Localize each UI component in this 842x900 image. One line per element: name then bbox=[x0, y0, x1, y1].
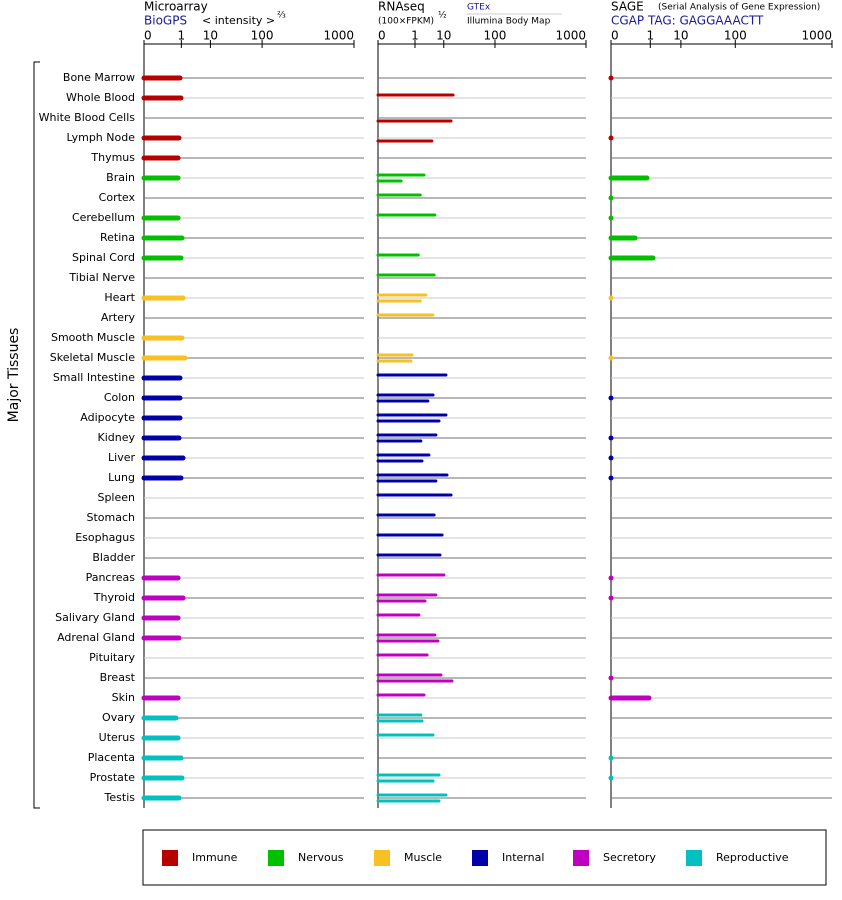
category-label: Tibial Nerve bbox=[68, 271, 135, 284]
category-label: Whole Blood bbox=[66, 91, 135, 104]
x-label-power: ½ bbox=[438, 11, 447, 21]
x-tick-label: 100 bbox=[724, 29, 747, 43]
title-note: (Serial Analysis of Gene Expression) bbox=[658, 3, 820, 13]
legend-swatch bbox=[268, 850, 284, 866]
x-tick-label: 1000 bbox=[801, 29, 832, 43]
x-tick-label: 1000 bbox=[555, 29, 586, 43]
x-tick-label: 0 bbox=[144, 29, 152, 43]
category-label: Uterus bbox=[99, 731, 136, 744]
x-label: (100×FPKM) bbox=[378, 17, 434, 27]
category-label: Thyroid bbox=[93, 591, 135, 604]
category-label: Testis bbox=[104, 791, 136, 804]
panel-title: RNAseq bbox=[378, 0, 425, 14]
category-label: Thymus bbox=[90, 151, 135, 164]
category-label: Salivary Gland bbox=[55, 611, 135, 624]
x-tick-label: 0 bbox=[378, 29, 386, 43]
x-tick-label: 1 bbox=[178, 29, 186, 43]
panel-title: SAGE bbox=[611, 0, 644, 14]
category-label: Retina bbox=[100, 231, 135, 244]
category-label: Prostate bbox=[90, 771, 136, 784]
category-label: Ovary bbox=[102, 711, 135, 724]
panel-subtitle: BioGPS bbox=[144, 14, 187, 28]
bracket bbox=[33, 61, 40, 809]
category-label: Heart bbox=[104, 291, 135, 304]
category-label: Pituitary bbox=[89, 651, 135, 664]
category-label: Artery bbox=[101, 311, 136, 324]
category-label: Stomach bbox=[86, 511, 135, 524]
category-label: Esophagus bbox=[75, 531, 135, 544]
category-label: Small Intestine bbox=[53, 371, 135, 384]
category-label: Colon bbox=[104, 391, 135, 404]
x-label: < intensity > bbox=[202, 14, 275, 27]
x-tick-label: 1000 bbox=[323, 29, 354, 43]
category-label: Cerebellum bbox=[72, 211, 135, 224]
x-label-power: ⅔ bbox=[277, 11, 286, 21]
legend-label: Internal bbox=[502, 851, 544, 864]
x-tick-label: 1 bbox=[646, 29, 654, 43]
category-label: Skin bbox=[112, 691, 135, 704]
legend-box bbox=[142, 829, 827, 886]
legend-label: Nervous bbox=[298, 851, 344, 864]
legend-swatch bbox=[472, 850, 488, 866]
category-label: Bladder bbox=[92, 551, 135, 564]
category-label: Placenta bbox=[88, 751, 135, 764]
legend-label: Immune bbox=[192, 851, 238, 864]
category-label: Breast bbox=[100, 671, 136, 684]
legend-swatch bbox=[374, 850, 390, 866]
category-label: Smooth Muscle bbox=[51, 331, 135, 344]
legend-label: Muscle bbox=[404, 851, 442, 864]
panel-title: Microarray bbox=[144, 0, 208, 14]
x-tick-label: 100 bbox=[251, 29, 274, 43]
category-label: Adipocyte bbox=[80, 411, 135, 424]
series-name: GTEx bbox=[467, 3, 491, 13]
legend-label: Reproductive bbox=[716, 851, 789, 864]
panel-subtitle: CGAP TAG: GAGGAAACTT bbox=[611, 14, 764, 28]
category-label: Skeletal Muscle bbox=[50, 351, 135, 364]
category-label: Spleen bbox=[97, 491, 135, 504]
legend-swatch bbox=[573, 850, 589, 866]
category-label: Cortex bbox=[99, 191, 136, 204]
x-tick-label: 1 bbox=[411, 29, 419, 43]
category-label: Bone Marrow bbox=[63, 71, 135, 84]
category-label: Pancreas bbox=[86, 571, 136, 584]
category-label: Brain bbox=[106, 171, 135, 184]
category-label: White Blood Cells bbox=[39, 111, 136, 124]
category-label: Kidney bbox=[97, 431, 135, 444]
category-label: Spinal Cord bbox=[72, 251, 135, 264]
y-label: Major Tissues bbox=[6, 328, 22, 423]
x-tick-label: 10 bbox=[436, 29, 451, 43]
category-label: Lymph Node bbox=[66, 131, 135, 144]
category-label: Liver bbox=[108, 451, 135, 464]
legend-label: Secretory bbox=[603, 851, 656, 864]
x-tick-label: 10 bbox=[673, 29, 688, 43]
series-name: Illumina Body Map bbox=[467, 17, 551, 27]
x-tick-label: 10 bbox=[203, 29, 218, 43]
x-tick-label: 0 bbox=[611, 29, 619, 43]
category-label: Adrenal Gland bbox=[57, 631, 135, 644]
legend-swatch bbox=[686, 850, 702, 866]
legend-swatch bbox=[162, 850, 178, 866]
category-label: Lung bbox=[108, 471, 135, 484]
x-tick-label: 100 bbox=[484, 29, 507, 43]
